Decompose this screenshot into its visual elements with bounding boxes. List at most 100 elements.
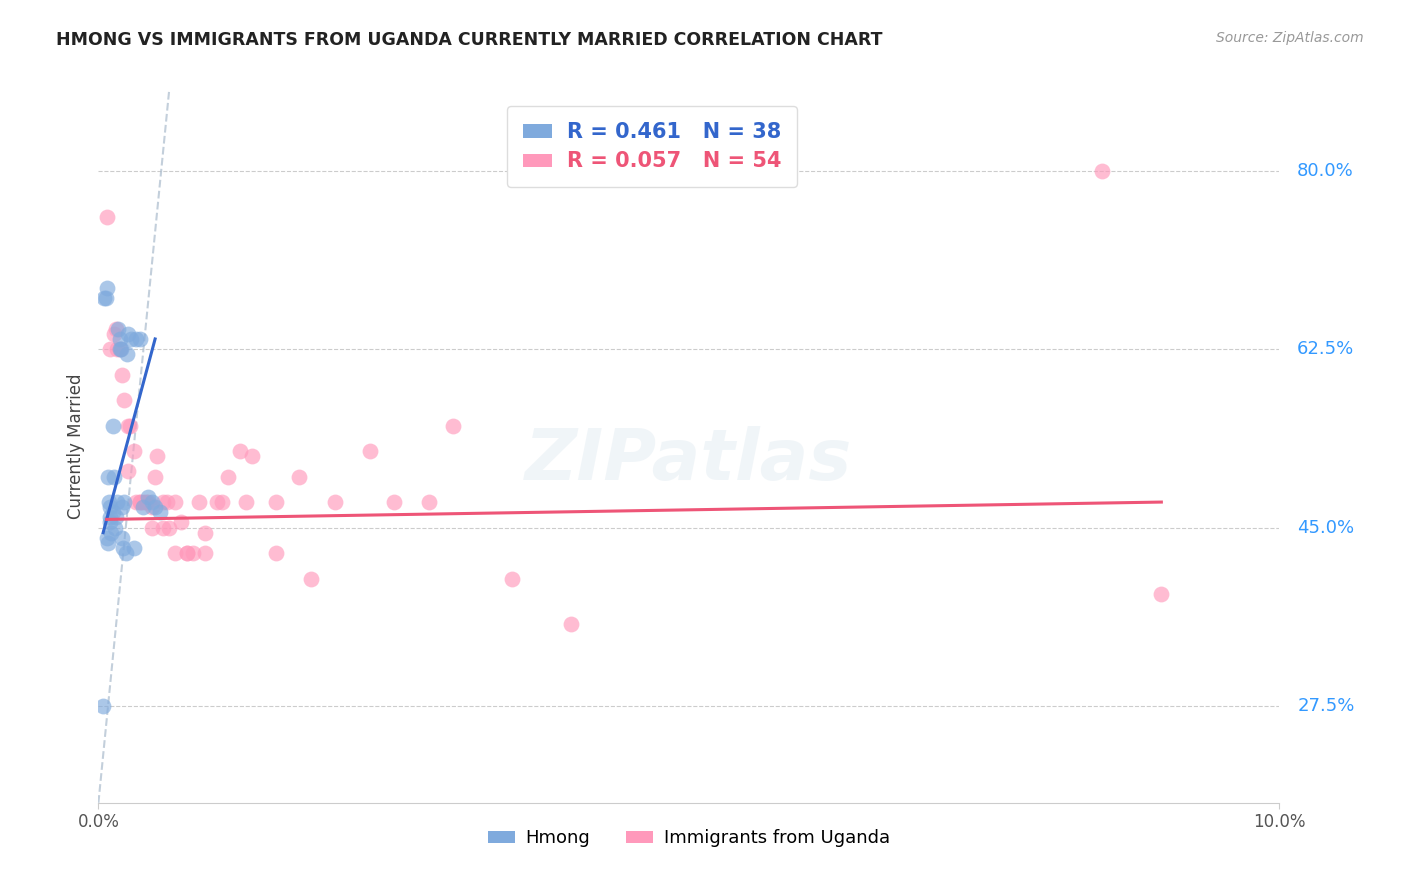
Point <box>105 322 128 336</box>
Point <box>128 332 150 346</box>
Point <box>120 418 142 433</box>
Point <box>141 520 163 534</box>
Point <box>299 572 322 586</box>
Point <box>108 342 131 356</box>
Point <box>96 281 118 295</box>
Point <box>107 322 129 336</box>
Point <box>121 332 143 346</box>
Legend: Hmong, Immigrants from Uganda: Hmong, Immigrants from Uganda <box>481 822 897 855</box>
Point <box>165 495 187 509</box>
Point <box>125 332 148 346</box>
Point <box>122 444 145 458</box>
Point <box>91 698 114 713</box>
Point <box>96 531 118 545</box>
Point <box>101 505 124 519</box>
Point <box>418 495 440 509</box>
Text: ZIPatlas: ZIPatlas <box>526 425 852 495</box>
Text: 62.5%: 62.5% <box>1298 340 1354 359</box>
Point <box>97 469 120 483</box>
Point <box>105 342 128 356</box>
Point <box>152 520 174 534</box>
Point <box>143 469 166 483</box>
Point <box>240 449 263 463</box>
Point <box>152 495 174 509</box>
Point <box>125 495 148 509</box>
Point <box>323 495 346 509</box>
Point <box>112 541 135 555</box>
Point <box>100 525 122 540</box>
Point <box>194 546 217 560</box>
Point <box>111 500 134 515</box>
Point <box>93 291 115 305</box>
Text: 80.0%: 80.0% <box>1298 161 1354 180</box>
Point <box>194 525 217 540</box>
Point <box>1091 163 1114 178</box>
Point <box>165 546 187 560</box>
Point <box>108 342 131 356</box>
Point <box>132 500 155 515</box>
Point <box>176 546 198 560</box>
Point <box>229 444 252 458</box>
Point <box>103 469 125 483</box>
Point <box>98 516 121 530</box>
Point <box>560 617 582 632</box>
Point <box>98 342 121 356</box>
Point <box>115 347 138 361</box>
Point <box>235 495 257 509</box>
Point <box>122 541 145 555</box>
Point <box>181 546 204 560</box>
Point <box>176 546 198 560</box>
Point <box>97 536 120 550</box>
Point <box>264 495 287 509</box>
Text: Source: ZipAtlas.com: Source: ZipAtlas.com <box>1216 31 1364 45</box>
Text: 45.0%: 45.0% <box>1298 518 1354 537</box>
Point <box>111 368 134 382</box>
Point <box>105 510 128 524</box>
Point <box>136 490 159 504</box>
Point <box>187 495 209 509</box>
Point <box>264 546 287 560</box>
Point <box>143 500 166 515</box>
Point <box>382 495 405 509</box>
Point <box>104 520 127 534</box>
Point <box>146 449 169 463</box>
Point <box>217 469 239 483</box>
Point <box>108 332 131 346</box>
Point <box>117 326 139 341</box>
Point <box>136 495 159 509</box>
Point <box>103 326 125 341</box>
Point <box>156 495 179 509</box>
Point <box>112 495 135 509</box>
Point <box>128 495 150 509</box>
Y-axis label: Currently Married: Currently Married <box>66 373 84 519</box>
Point <box>157 520 180 534</box>
Text: HMONG VS IMMIGRANTS FROM UGANDA CURRENTLY MARRIED CORRELATION CHART: HMONG VS IMMIGRANTS FROM UGANDA CURRENTL… <box>56 31 883 49</box>
Point <box>211 495 233 509</box>
Point <box>288 469 311 483</box>
Point <box>149 505 172 519</box>
Point <box>205 495 228 509</box>
Point <box>359 444 381 458</box>
Point <box>105 495 128 509</box>
Point <box>112 393 135 408</box>
Point <box>98 510 121 524</box>
Point <box>501 572 523 586</box>
Point <box>1150 587 1173 601</box>
Point <box>441 418 464 433</box>
Point <box>135 495 157 509</box>
Point <box>96 210 118 224</box>
Point <box>110 342 132 356</box>
Point <box>98 500 121 515</box>
Point <box>132 495 155 509</box>
Point <box>98 495 121 509</box>
Point <box>111 531 134 545</box>
Point <box>114 546 136 560</box>
Point <box>128 495 150 509</box>
Point <box>170 516 193 530</box>
Point <box>117 465 139 479</box>
Point <box>141 500 163 515</box>
Point <box>141 495 163 509</box>
Text: 27.5%: 27.5% <box>1298 697 1354 715</box>
Point <box>101 418 124 433</box>
Point <box>94 291 117 305</box>
